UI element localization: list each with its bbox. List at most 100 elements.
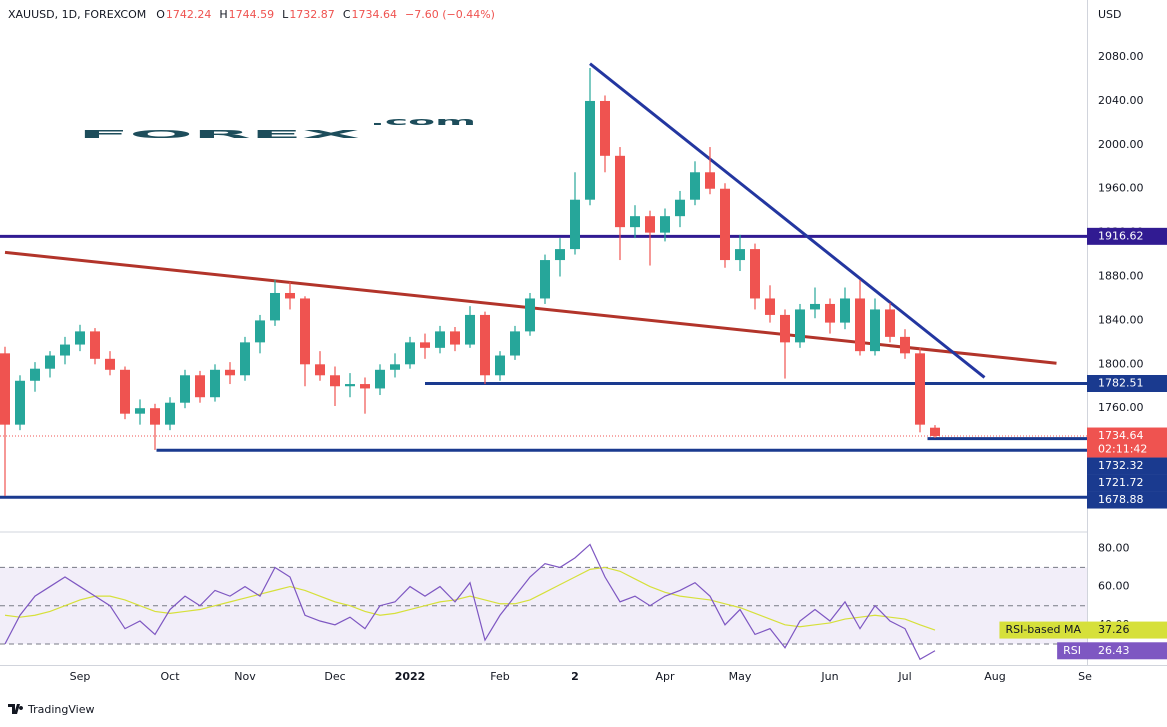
- tv-icon: [8, 704, 24, 714]
- candle-body: [165, 402, 175, 425]
- y-tick-label: 1880.00: [1098, 270, 1144, 283]
- rsi-tick-label: 80.00: [1098, 541, 1130, 554]
- level-label-box: [1087, 474, 1167, 492]
- x-tick-label: May: [729, 670, 752, 683]
- candle-body: [690, 172, 700, 200]
- candle-body: [810, 303, 820, 310]
- x-tick-label: Feb: [490, 670, 509, 683]
- level-label: 1721.72: [1098, 476, 1144, 489]
- x-tick-label: Se: [1078, 670, 1092, 683]
- x-tick-label: Sep: [70, 670, 91, 683]
- candle-body: [765, 298, 775, 315]
- rsi-tick-label: 60.00: [1098, 580, 1130, 593]
- candle-body: [15, 380, 25, 425]
- candle-body: [225, 369, 235, 376]
- y-tick-label: 1960.00: [1098, 182, 1144, 195]
- candle-body: [480, 314, 490, 376]
- candle-body: [495, 355, 505, 376]
- candle-body: [750, 249, 760, 299]
- candle-body: [90, 331, 100, 359]
- level-label: 1732.32: [1098, 459, 1144, 472]
- candle-body: [285, 292, 295, 299]
- rsi-value-box: [1087, 642, 1167, 660]
- candle-body: [555, 249, 565, 261]
- ohlc-value: 1732.87: [289, 8, 335, 21]
- candle-body: [780, 314, 790, 343]
- level-label-box: [1087, 374, 1167, 392]
- x-tick-label: Dec: [324, 670, 345, 683]
- candle-body: [840, 298, 850, 323]
- candle-body: [465, 314, 475, 345]
- level-label: 1678.88: [1098, 493, 1144, 506]
- candle-body: [105, 358, 115, 370]
- candle-body: [210, 369, 220, 398]
- candle-body: [540, 260, 550, 299]
- rsi-pane: [0, 543, 1087, 661]
- x-tick-label: Aug: [984, 670, 1005, 683]
- level-label: 1916.62: [1098, 229, 1144, 242]
- candle-body: [510, 331, 520, 356]
- footer-brand: TradingView: [27, 703, 94, 716]
- rsi-value-box: [1087, 621, 1167, 639]
- x-tick-label: 2022: [395, 670, 426, 683]
- level-label-box: [1087, 457, 1167, 475]
- symbol: XAUUSD, 1D, FOREXCOM: [8, 8, 146, 21]
- candle-body: [720, 188, 730, 261]
- ohlc-value: 1744.59: [229, 8, 275, 21]
- candle-body: [150, 408, 160, 425]
- logo-suffix: .com: [370, 115, 476, 128]
- candle-body: [570, 199, 580, 250]
- x-tick-label: Jul: [897, 670, 911, 683]
- countdown: 02:11:42: [1098, 443, 1147, 456]
- candle-body: [300, 298, 310, 365]
- candle-body: [885, 309, 895, 337]
- candle-body: [180, 375, 190, 403]
- candle-body: [930, 427, 940, 437]
- footer: TradingView: [8, 703, 94, 716]
- rsi-line: [4, 566, 936, 631]
- x-tick-label: Apr: [655, 670, 675, 683]
- candle-body: [450, 331, 460, 345]
- candle-body: [240, 342, 250, 376]
- ohlc-label: L: [282, 8, 289, 21]
- ohlc-label: C: [343, 8, 351, 21]
- candle-body: [870, 309, 880, 352]
- rsi-line: [4, 543, 936, 661]
- x-tick-label: Jun: [820, 670, 838, 683]
- ohlc-value: 1734.64: [352, 8, 398, 21]
- trend-line: [589, 62, 986, 379]
- candle-body: [525, 298, 535, 332]
- x-tick-label: Nov: [234, 670, 256, 683]
- candle-body: [75, 331, 85, 345]
- candle-body: [255, 320, 265, 343]
- candle-body: [315, 364, 325, 376]
- rsi-legend-name: RSI: [1063, 644, 1081, 657]
- x-tick-label: Oct: [160, 670, 180, 683]
- y-tick-label: 1800.00: [1098, 357, 1144, 370]
- candle-body: [735, 249, 745, 261]
- candle-body: [30, 368, 40, 381]
- candle-body: [795, 309, 805, 343]
- candle-body: [645, 216, 655, 233]
- candle-body: [60, 344, 70, 356]
- y-tick-label: 1840.00: [1098, 313, 1144, 326]
- candle-body: [135, 408, 145, 414]
- candle-body: [675, 199, 685, 217]
- candle-body: [420, 342, 430, 348]
- x-tick-label: 2: [571, 670, 579, 683]
- candle-body: [585, 100, 595, 200]
- rsi-legend-box: [1057, 642, 1087, 660]
- axis-background: [1087, 0, 1167, 665]
- current-price-label: 1734.64: [1098, 429, 1144, 442]
- level-label-box: [1087, 227, 1167, 245]
- rsi-legend-name: RSI-based MA: [1005, 623, 1081, 636]
- candle-body: [915, 353, 925, 425]
- y-tick-label: 2000.00: [1098, 138, 1144, 151]
- candle-body: [705, 172, 715, 189]
- y-tick-label: 2040.00: [1098, 94, 1144, 107]
- change: −7.60 (−0.44%): [405, 8, 495, 21]
- candle-body: [825, 303, 835, 323]
- candle-body: [0, 353, 10, 425]
- candle-body: [405, 342, 415, 365]
- current-price-box: [1087, 427, 1167, 458]
